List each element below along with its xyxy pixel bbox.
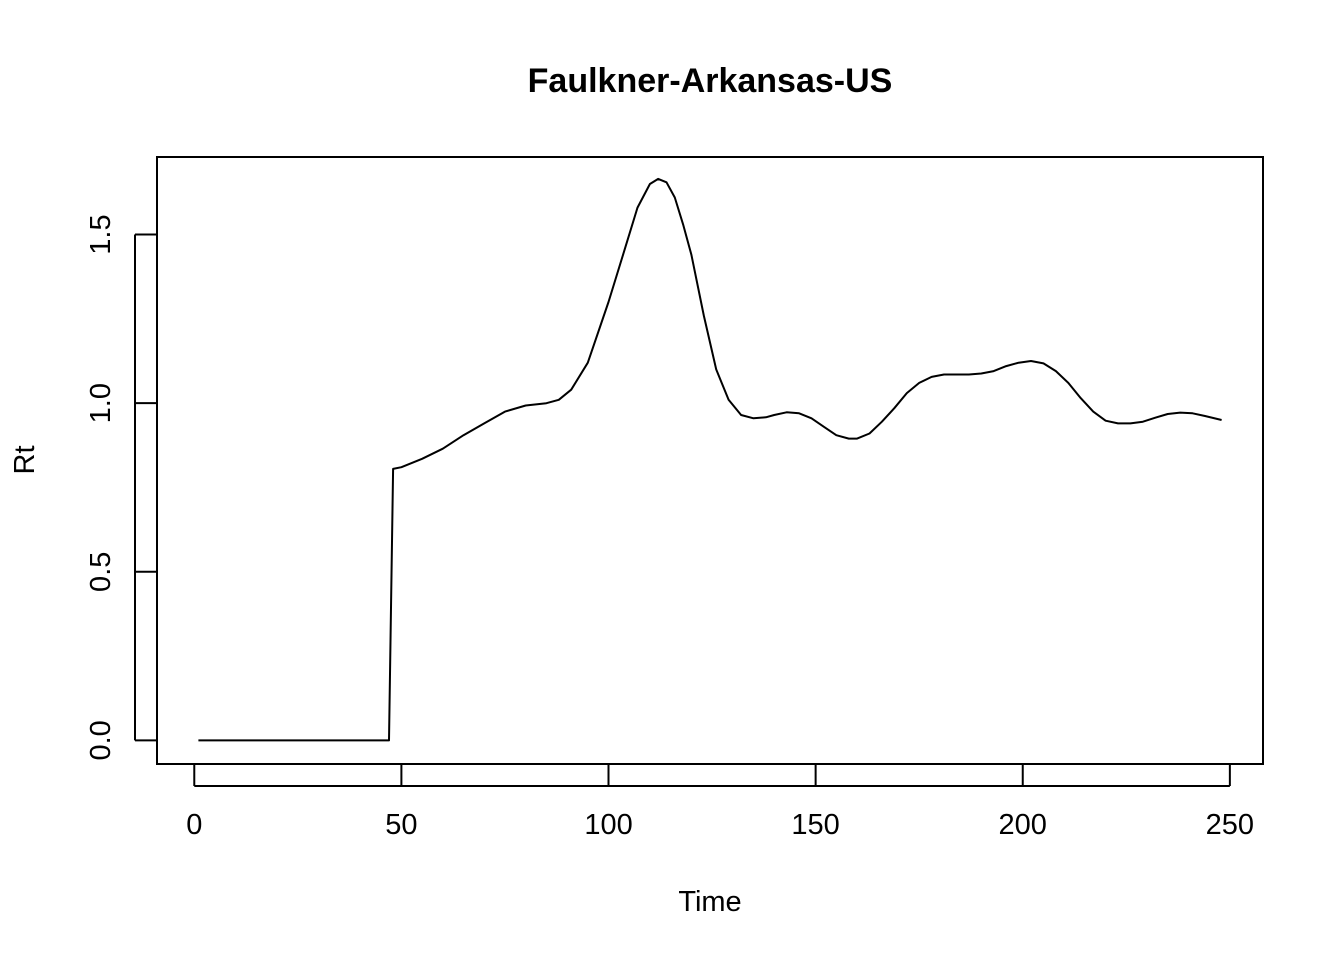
x-axis: 0 50 100 150 200 250 [186, 764, 1254, 841]
plot-frame [156, 156, 1264, 765]
chart-title: Faulkner-Arkansas-US [528, 62, 893, 100]
y-axis-title: Rt [9, 446, 41, 475]
x-tick-label: 50 [385, 809, 417, 841]
series-line [198, 177, 1222, 742]
x-tick-label: 150 [791, 809, 839, 841]
x-axis-title: Time [678, 886, 741, 918]
x-tick-label: 0 [186, 809, 202, 841]
series-group [198, 177, 1222, 742]
y-tick-label: 1.0 [85, 383, 117, 423]
y-tick-label: 1.5 [85, 214, 117, 254]
y-axis: 0.0 0.5 1.0 1.5 [85, 214, 157, 761]
x-tick-label: 200 [999, 809, 1047, 841]
x-tick-label: 250 [1206, 809, 1254, 841]
y-tick-label: 0.0 [85, 720, 117, 760]
x-tick-label: 100 [584, 809, 632, 841]
y-tick-label: 0.5 [85, 552, 117, 592]
